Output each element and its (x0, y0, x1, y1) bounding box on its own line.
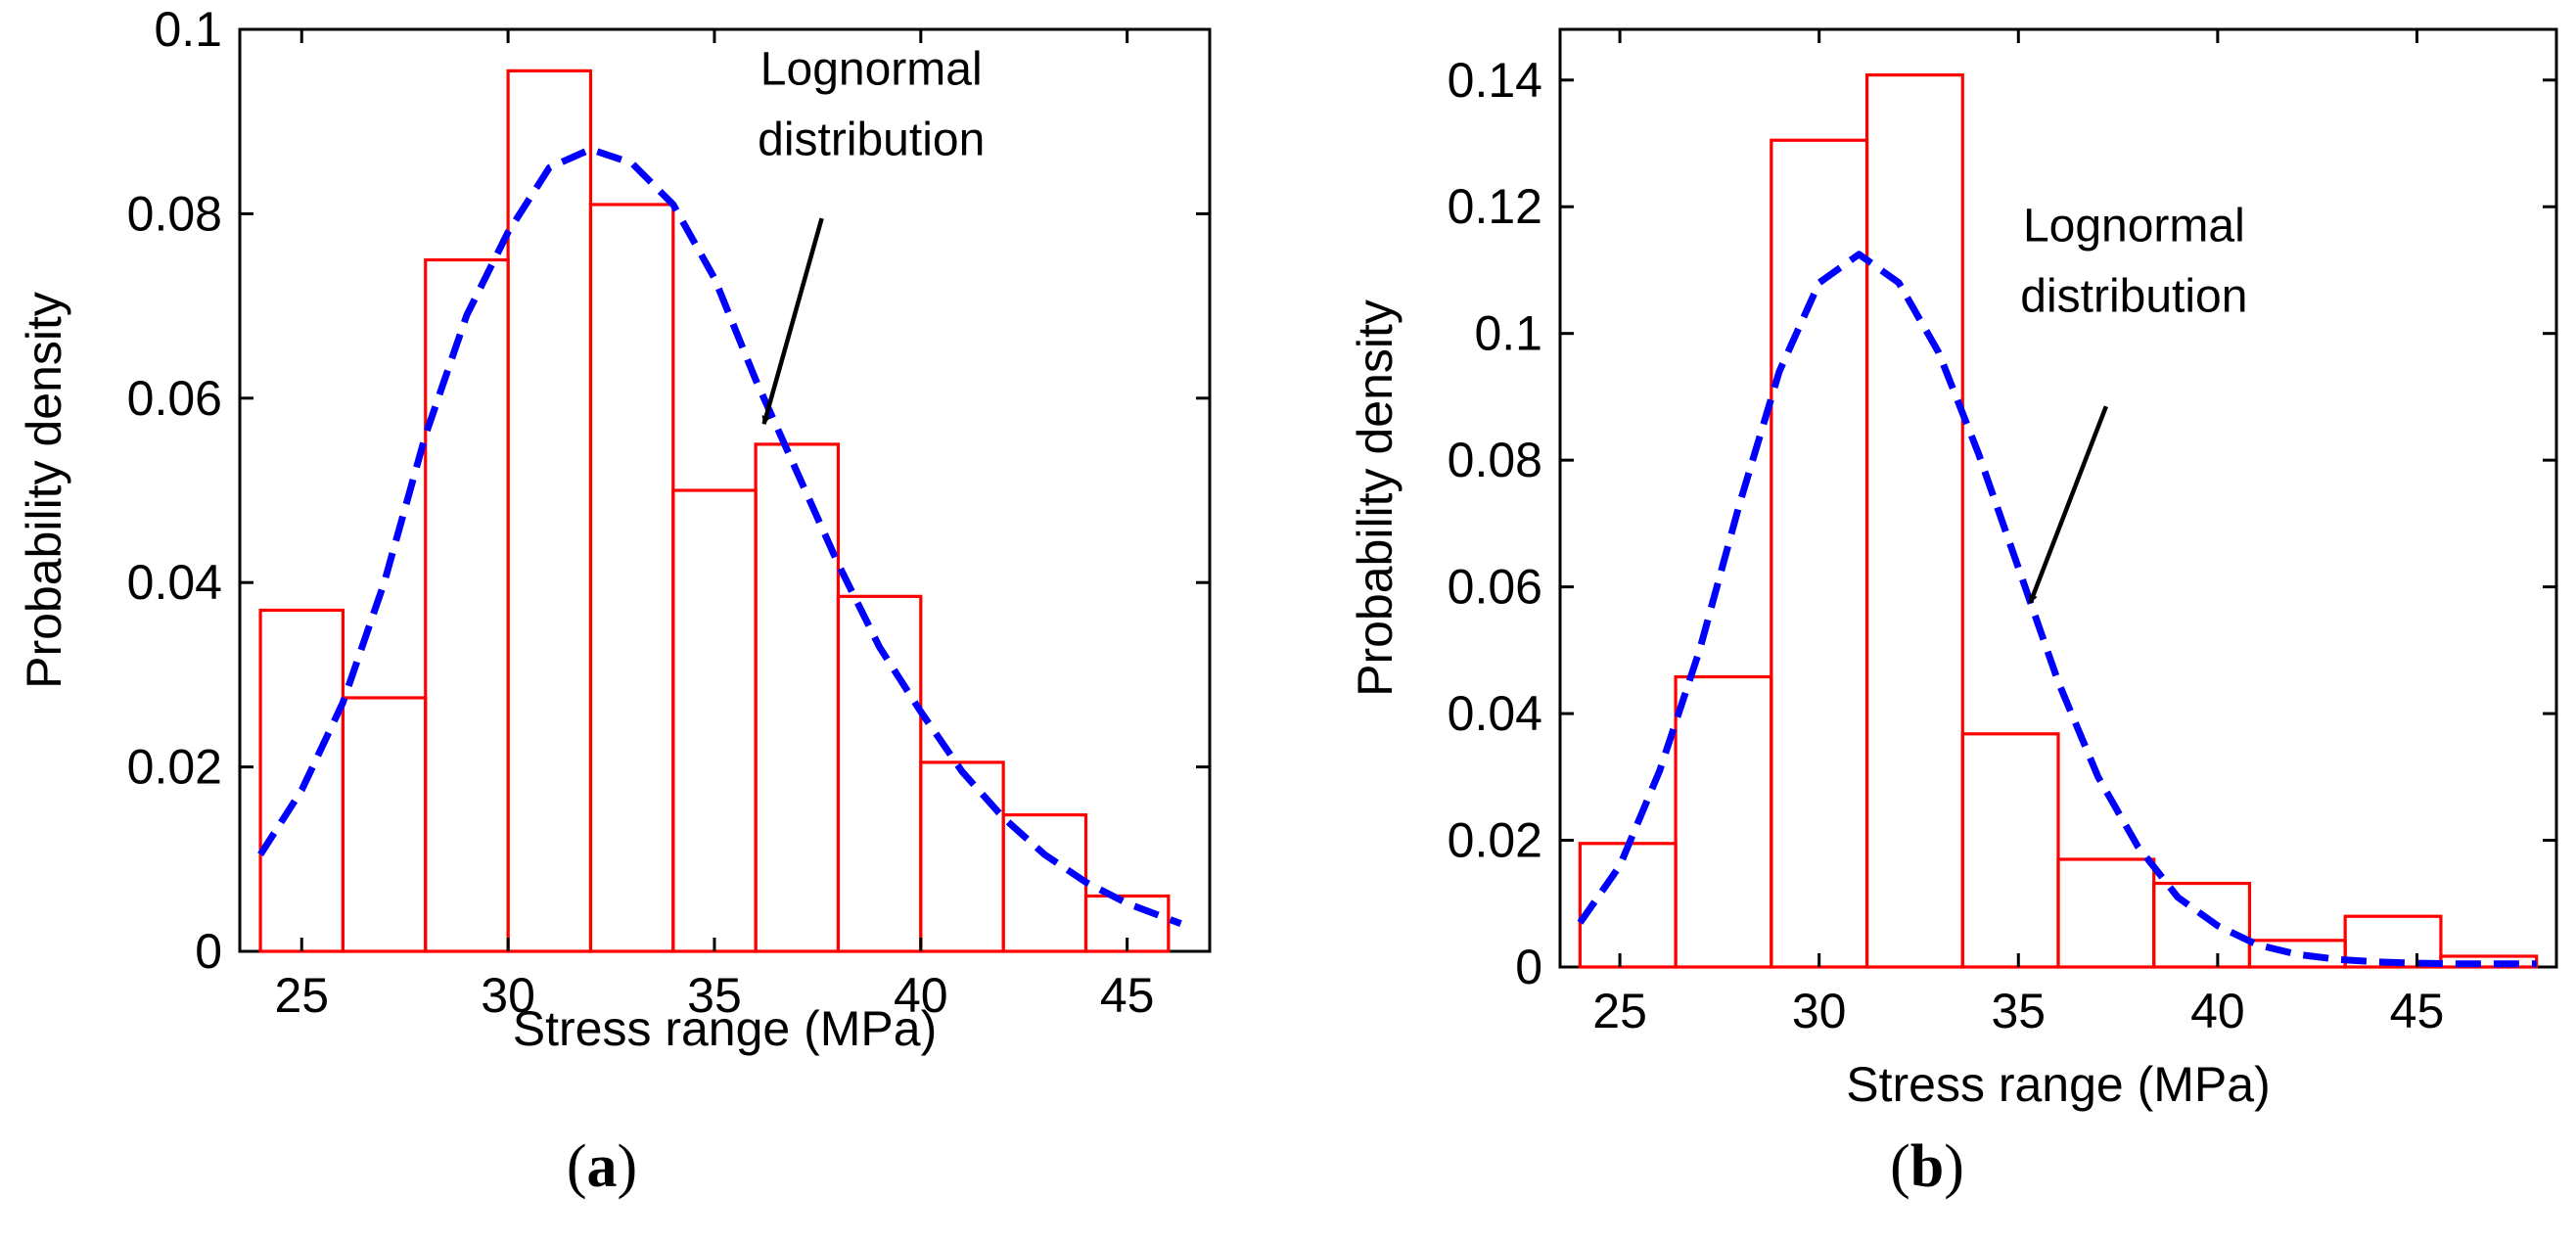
histogram-bar (1674, 674, 1773, 969)
histogram-bar (919, 760, 1005, 953)
annotation-line-1: Lognormal (2023, 201, 2245, 253)
annotation-line-1: Lognormal (760, 43, 983, 95)
caption-letter: b (1910, 1133, 1944, 1200)
histogram-bar (341, 696, 428, 953)
caption-paren-open: ( (567, 1133, 587, 1200)
subfigure-caption: (a) (567, 1133, 637, 1200)
annotation-arrow (761, 217, 824, 426)
histogram-bar (1960, 732, 2060, 969)
y-tick-label: 0.06 (127, 371, 222, 426)
x-tick-label: 40 (2190, 984, 2245, 1038)
y-tick-label: 0.14 (1448, 53, 1542, 108)
caption-paren-open: ( (1890, 1133, 1910, 1200)
histogram-bar (258, 608, 345, 953)
x-axis-label: Stress range (MPa) (513, 1001, 937, 1056)
y-tick-label: 0 (1515, 940, 1542, 994)
caption-paren-close: ) (1944, 1133, 1964, 1200)
annotation-line-2: distribution (758, 114, 985, 165)
annotation-arrow (2028, 405, 2108, 604)
y-tick-label: 0.02 (127, 740, 222, 795)
histogram-bar (1770, 138, 1869, 969)
y-tick-label: 0.02 (1448, 813, 1542, 868)
x-tick-label: 40 (894, 968, 948, 1023)
histogram-bar (2343, 914, 2443, 969)
y-tick-label: 0.1 (154, 2, 222, 57)
x-tick-label: 25 (274, 968, 329, 1023)
chart-b: 25 30 35 40 45 0 0.02 0.04 0.06 0.08 0.1 0.12 0.14 St… (1348, 27, 2558, 1200)
y-tick-label: 0.04 (127, 555, 222, 610)
histogram-bar (1864, 73, 1964, 969)
histogram-bar (2247, 939, 2347, 969)
y-tick-label: 0.08 (127, 186, 222, 241)
histogram-bar (588, 203, 675, 953)
x-tick-label: 45 (1100, 968, 1155, 1023)
annotation-line-2: distribution (2020, 271, 2247, 323)
histogram-bar (506, 69, 593, 953)
histogram-bar (2439, 954, 2539, 969)
caption-paren-close: ) (618, 1133, 638, 1200)
x-tick-label: 45 (2390, 984, 2445, 1038)
histogram-bar (671, 488, 758, 953)
caption-letter: a (587, 1133, 618, 1200)
y-axis-label: Probability density (1348, 299, 1403, 697)
y-tick-label: 0.1 (1474, 306, 1542, 361)
subfigure-caption: (b) (1890, 1133, 1964, 1200)
lognormal-curve (257, 146, 1182, 927)
x-tick-label: 35 (1991, 984, 2046, 1038)
y-tick-label: 0.08 (1448, 433, 1542, 487)
x-tick-label: 25 (1592, 984, 1647, 1038)
y-tick-label: 0 (195, 924, 222, 979)
histogram-bar (2152, 881, 2252, 969)
histogram-bar (754, 442, 841, 953)
x-tick-label: 35 (687, 968, 742, 1023)
y-tick-label: 0.06 (1448, 560, 1542, 615)
histogram-bar (424, 257, 510, 953)
x-tick-label: 30 (1792, 984, 1847, 1038)
x-axis-label: Stress range (MPa) (1846, 1057, 2270, 1112)
y-tick-label: 0.12 (1448, 179, 1542, 234)
x-tick-label: 30 (481, 968, 535, 1023)
y-tick-label: 0.04 (1448, 686, 1542, 741)
histogram-bar (1001, 812, 1088, 953)
chart-a: 25 30 35 40 45 0 0.02 0.04 0.06 0.08 0.1 Stress ran… (17, 2, 1212, 1200)
y-axis-label: Probability density (17, 292, 71, 689)
histogram-bar (2056, 857, 2156, 969)
